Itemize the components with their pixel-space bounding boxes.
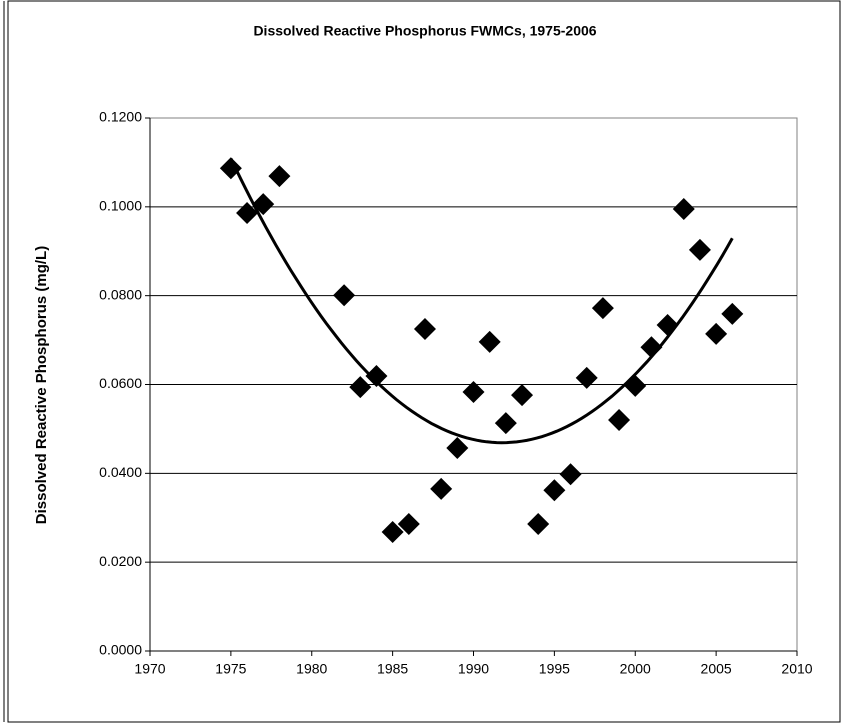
y-tick-label: 0.1000: [99, 198, 142, 214]
data-point: [381, 520, 404, 543]
trendline: [229, 157, 734, 445]
x-tick-label: 2005: [701, 661, 732, 677]
y-axis-title: Dissolved Reactive Phosphorus (mg/L): [33, 246, 50, 524]
data-point: [527, 512, 550, 535]
data-point: [219, 157, 242, 180]
x-tick-label: 1995: [539, 661, 570, 677]
data-point: [705, 322, 728, 345]
data-point: [688, 238, 711, 261]
data-point: [430, 477, 453, 500]
data-point: [559, 463, 582, 486]
y-tick-label: 0.0000: [99, 642, 142, 658]
data-point: [413, 317, 436, 340]
x-tick-label: 1990: [458, 661, 489, 677]
data-point: [365, 365, 388, 388]
data-point: [494, 412, 517, 435]
y-tick-label: 0.0800: [99, 286, 142, 302]
data-point: [462, 381, 485, 404]
data-point: [511, 384, 534, 407]
x-tick-label: 1970: [134, 661, 165, 677]
x-tick-label: 1985: [377, 661, 408, 677]
y-tick-label: 0.0200: [99, 553, 142, 569]
data-point: [721, 302, 744, 325]
x-tick-label: 2000: [620, 661, 651, 677]
data-point: [672, 198, 695, 221]
x-tick-label: 1980: [296, 661, 327, 677]
data-point: [575, 366, 598, 389]
data-point: [333, 284, 356, 307]
data-point: [640, 336, 663, 359]
chart-title: Dissolved Reactive Phosphorus FWMCs, 197…: [253, 23, 596, 39]
data-point: [397, 512, 420, 535]
y-tick-label: 0.0600: [99, 375, 142, 391]
data-point: [268, 165, 291, 188]
data-point: [656, 313, 679, 336]
data-point: [591, 297, 614, 320]
data-point: [446, 437, 469, 460]
data-point: [349, 376, 372, 399]
data-point: [624, 374, 647, 397]
x-tick-label: 2010: [781, 661, 812, 677]
y-tick-label: 0.1200: [99, 109, 142, 125]
data-point: [608, 409, 631, 432]
data-point: [236, 202, 259, 225]
data-point: [252, 193, 275, 216]
data-point: [543, 479, 566, 502]
x-tick-label: 1975: [215, 661, 246, 677]
data-point: [478, 330, 501, 353]
y-tick-label: 0.0400: [99, 464, 142, 480]
